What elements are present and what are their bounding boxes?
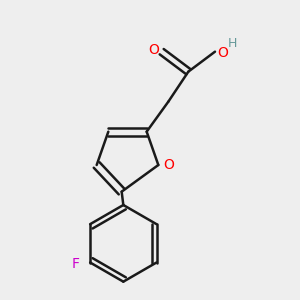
Text: F: F bbox=[71, 257, 79, 271]
Text: O: O bbox=[163, 158, 174, 172]
Text: O: O bbox=[148, 43, 159, 57]
Text: H: H bbox=[228, 37, 237, 50]
Text: O: O bbox=[218, 46, 229, 60]
